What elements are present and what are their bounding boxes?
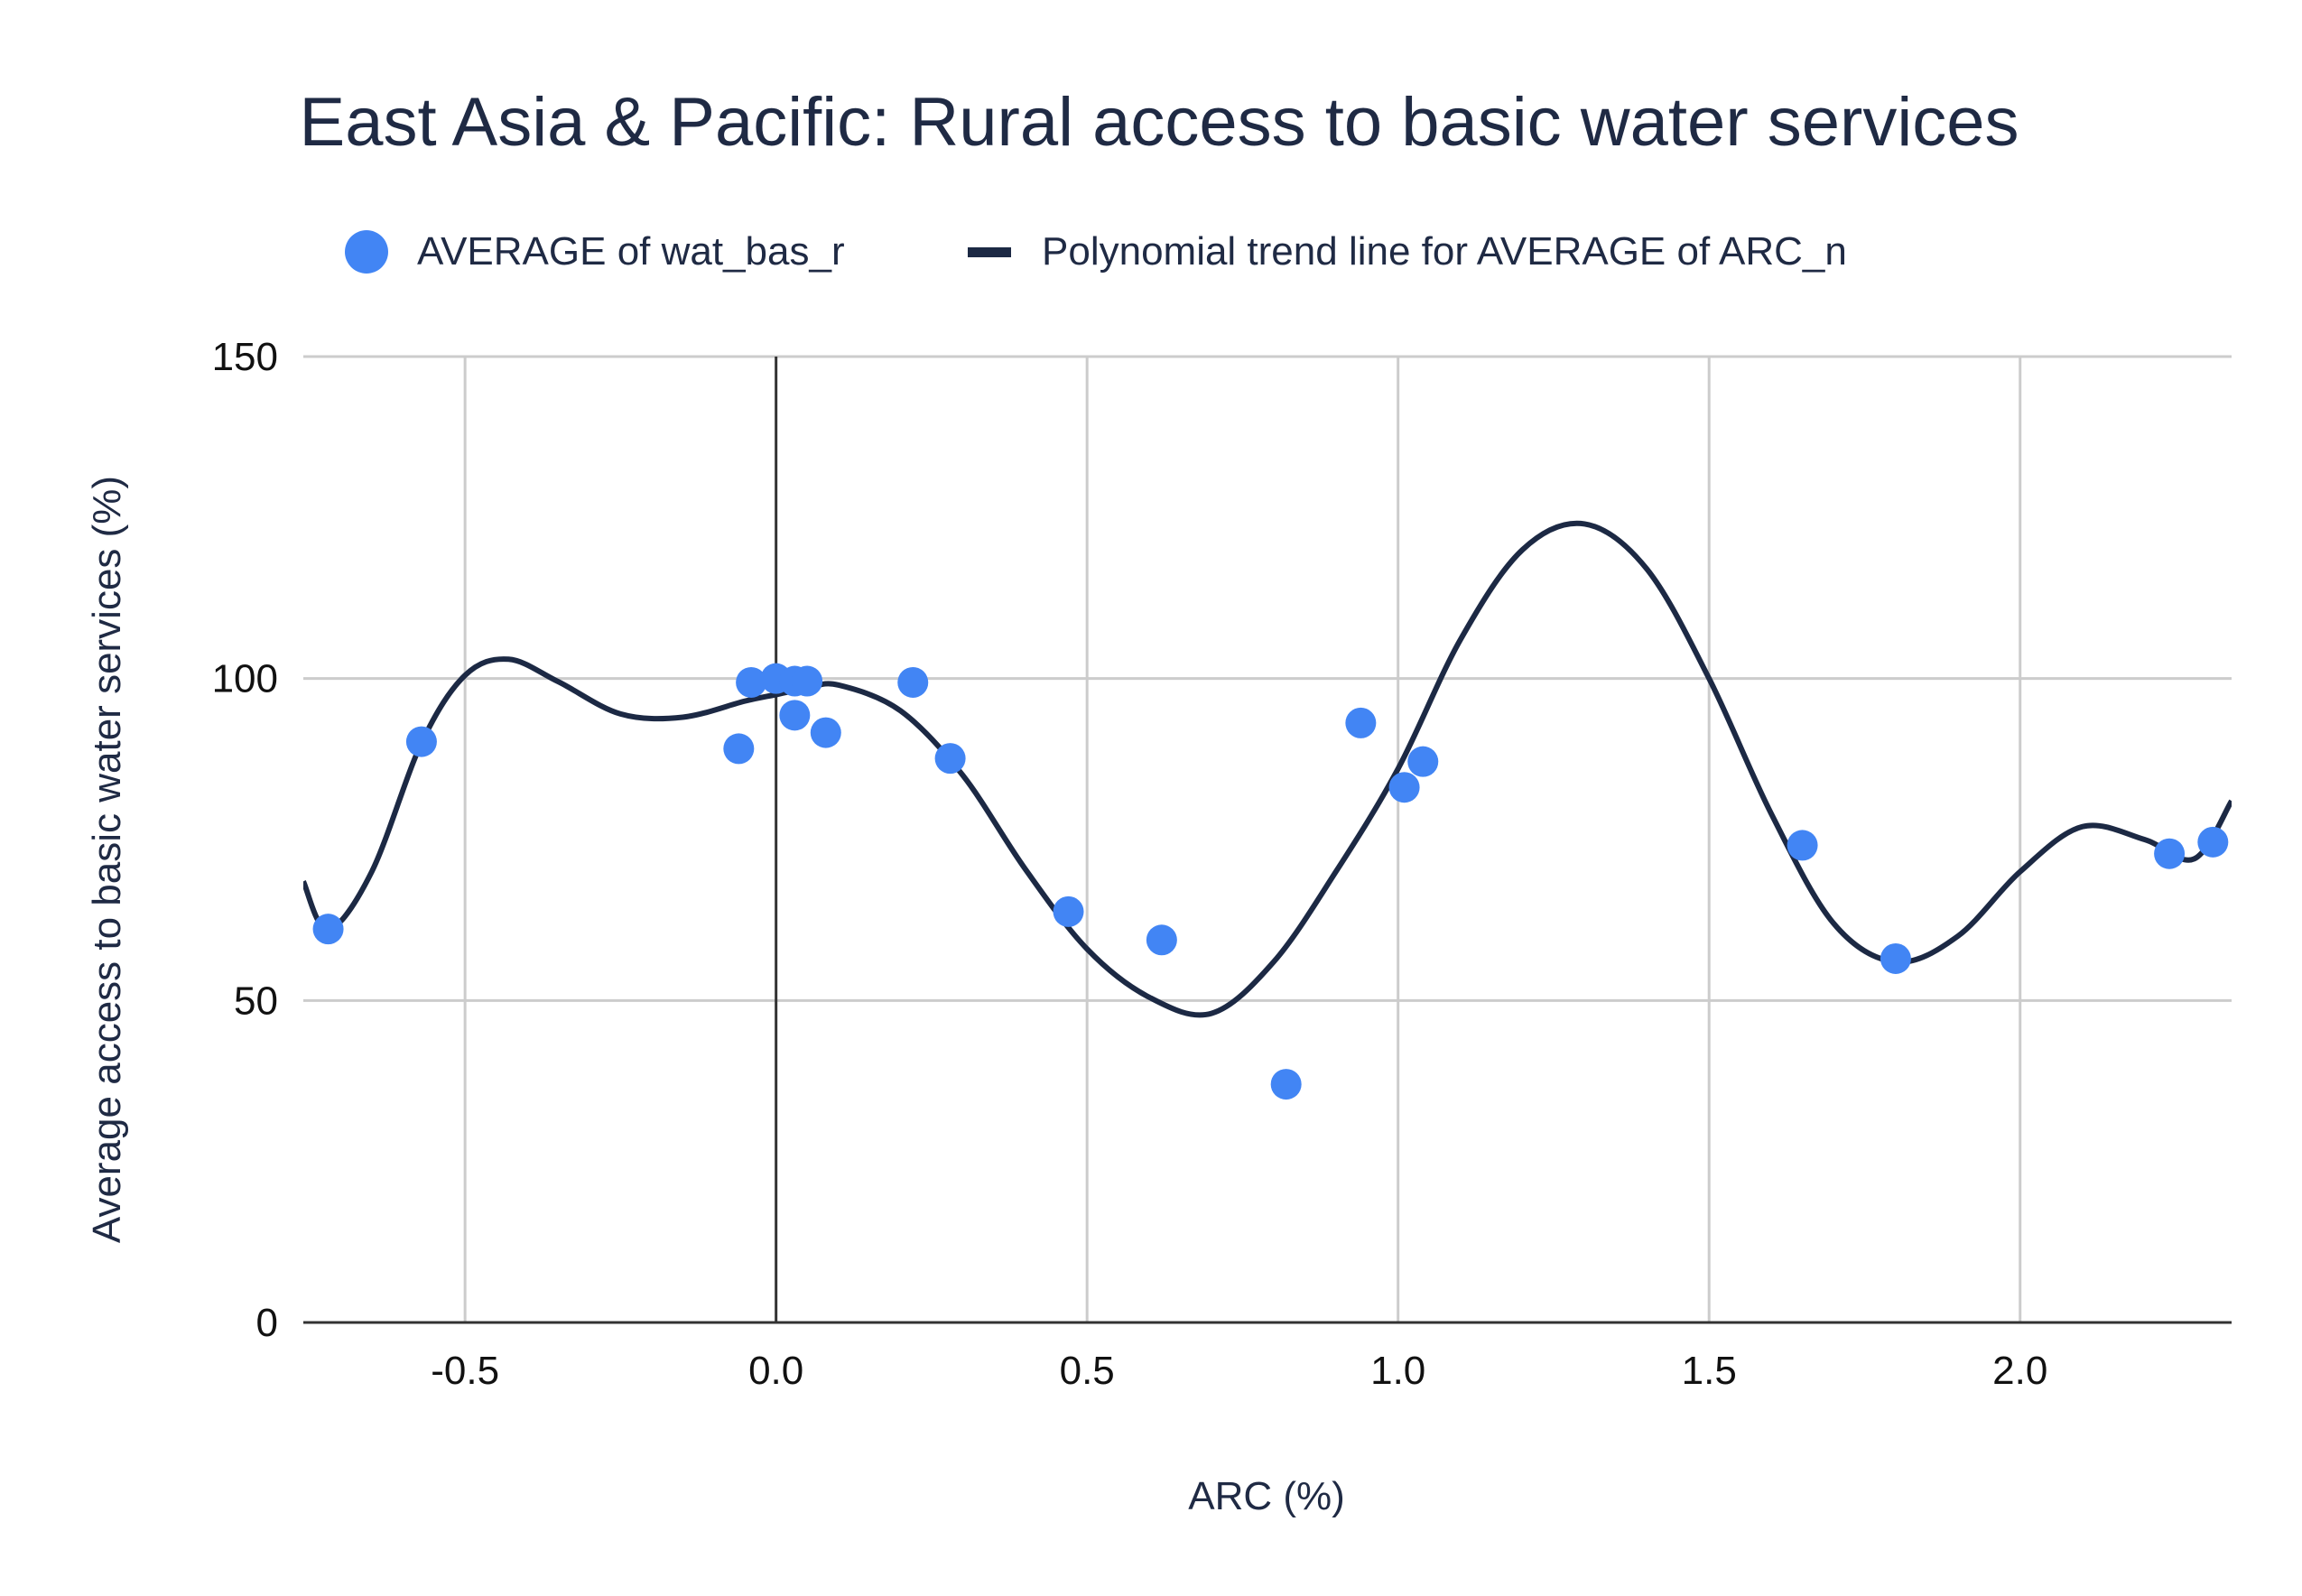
data-point (1270, 1069, 1302, 1100)
tick-labels: 0 50 100 150 -0.5 0.0 0.5 1.0 1.5 2.0 (212, 335, 2048, 1393)
gridlines (303, 355, 2232, 1322)
data-point (405, 726, 437, 757)
x-tick-label: 1.5 (1682, 1349, 1737, 1393)
data-point (779, 700, 811, 731)
data-point (736, 666, 767, 698)
x-tick-label: -0.5 (431, 1349, 499, 1393)
data-point (2154, 838, 2186, 869)
data-point (723, 733, 755, 765)
legend: AVERAGE of wat_bas_r Polynomial trend li… (345, 229, 1847, 274)
y-tick-label: 0 (256, 1301, 278, 1345)
x-tick-label: 0.0 (748, 1349, 803, 1393)
data-point (1880, 942, 1911, 974)
legend-label-trend: Polynomial trend line for AVERAGE of ARC… (1042, 229, 1847, 274)
chart-title: East Asia & Pacific: Rural access to bas… (300, 84, 2019, 161)
y-axis-label: Average access to basic water services (… (85, 476, 129, 1243)
data-point (934, 743, 966, 775)
trend-line (303, 520, 2232, 1018)
y-tick-label: 50 (234, 979, 278, 1023)
data-point (1388, 772, 1420, 803)
trend-line-group (303, 520, 2232, 1018)
x-axis-label: ARC (%) (1188, 1474, 1345, 1518)
legend-marker-trend (968, 247, 1011, 257)
data-point (792, 665, 823, 697)
axes (303, 357, 2232, 1324)
data-point (1146, 924, 1177, 956)
y-tick-label: 150 (212, 335, 278, 379)
data-points (312, 663, 2229, 1100)
data-point (1407, 746, 1439, 777)
data-point (810, 717, 841, 748)
x-tick-label: 2.0 (1992, 1349, 2047, 1393)
y-tick-label: 100 (212, 657, 278, 701)
data-point (897, 666, 929, 698)
data-point (1345, 707, 1377, 738)
x-tick-label: 1.0 (1370, 1349, 1425, 1393)
legend-marker-points (345, 230, 388, 274)
data-point (2197, 826, 2229, 858)
data-point (1787, 830, 1818, 861)
data-point (312, 914, 344, 945)
data-point (1053, 895, 1084, 927)
x-tick-label: 0.5 (1060, 1349, 1115, 1393)
legend-label-points: AVERAGE of wat_bas_r (417, 229, 845, 274)
